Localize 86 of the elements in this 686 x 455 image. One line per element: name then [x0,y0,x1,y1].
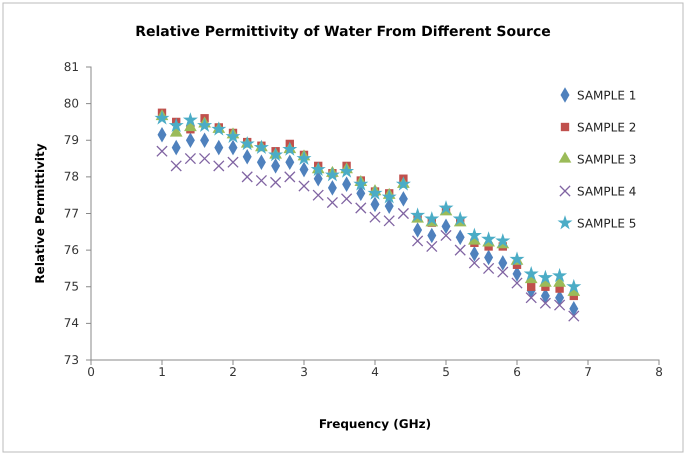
point [438,200,454,214]
y-tick-label: 75 [64,280,79,294]
point [454,244,466,256]
point [254,140,269,154]
point [225,128,241,143]
point [412,235,424,247]
point [524,266,539,280]
point [468,257,480,269]
y-tick-label: 79 [64,133,79,148]
legend-label: SAMPLE 5 [577,216,636,230]
point [211,121,226,136]
point [355,202,367,214]
x-tick-label: 4 [371,365,379,379]
point [396,176,411,191]
point [367,185,383,200]
point [184,152,196,164]
x-tick-label: 2 [229,365,237,379]
point [156,145,168,158]
point [298,180,310,192]
point [227,156,239,168]
point [270,176,282,188]
point [256,174,268,186]
y-tick-label: 81 [64,60,79,74]
point [466,228,482,242]
x-tick-label: 8 [655,365,663,379]
point [369,211,381,223]
point [383,215,395,227]
point [452,211,468,226]
point [382,189,397,204]
x-tick-label: 5 [442,365,450,379]
point [540,297,552,309]
point [339,163,354,178]
point [527,282,536,291]
point [552,268,568,282]
legend-label: SAMPLE 3 [577,152,636,166]
y-tick-label: 73 [64,352,79,367]
y-tick-label: 76 [64,242,79,257]
point [268,147,284,162]
y-axis-title: Relative Permittivity [33,143,47,284]
x-tick-label: 7 [584,365,592,379]
point [495,233,510,248]
point [410,207,426,222]
chart-title: Relative Permittivity of Water From Different Source [135,24,551,40]
x-axis-title: Frequency (GHz) [318,417,432,431]
point [566,278,582,294]
point [170,160,182,172]
point [154,110,170,125]
point [324,167,340,182]
point [525,292,537,304]
legend-label: SAMPLE 1 [577,88,636,102]
point [240,136,255,150]
point [353,176,368,191]
x-tick-label: 0 [87,365,95,379]
x-tick-label: 3 [300,365,308,379]
point [440,230,452,242]
point [282,142,298,156]
point [284,171,296,183]
point [168,118,184,132]
y-tick-label: 78 [64,170,79,184]
point [426,240,438,252]
point [197,118,212,132]
point [482,262,494,274]
point [340,193,352,205]
point [497,266,509,278]
x-tick-label: 6 [513,365,521,379]
point [198,152,210,164]
point [568,310,580,322]
y-tick-label: 80 [64,96,79,110]
point [312,189,324,201]
point [213,160,225,172]
point [481,231,496,246]
point [554,299,566,311]
point [182,112,198,126]
legend-label: SAMPLE 4 [577,184,636,198]
point [398,208,410,220]
point [310,162,326,176]
point [538,270,553,284]
y-tick-label: 74 [64,316,79,330]
x-tick-label: 1 [158,365,166,379]
point [511,277,523,289]
point [296,150,312,165]
legend-label: SAMPLE 2 [577,120,636,134]
point [326,196,338,208]
point [241,171,253,183]
point [424,211,440,226]
y-tick-label: 77 [64,206,79,220]
